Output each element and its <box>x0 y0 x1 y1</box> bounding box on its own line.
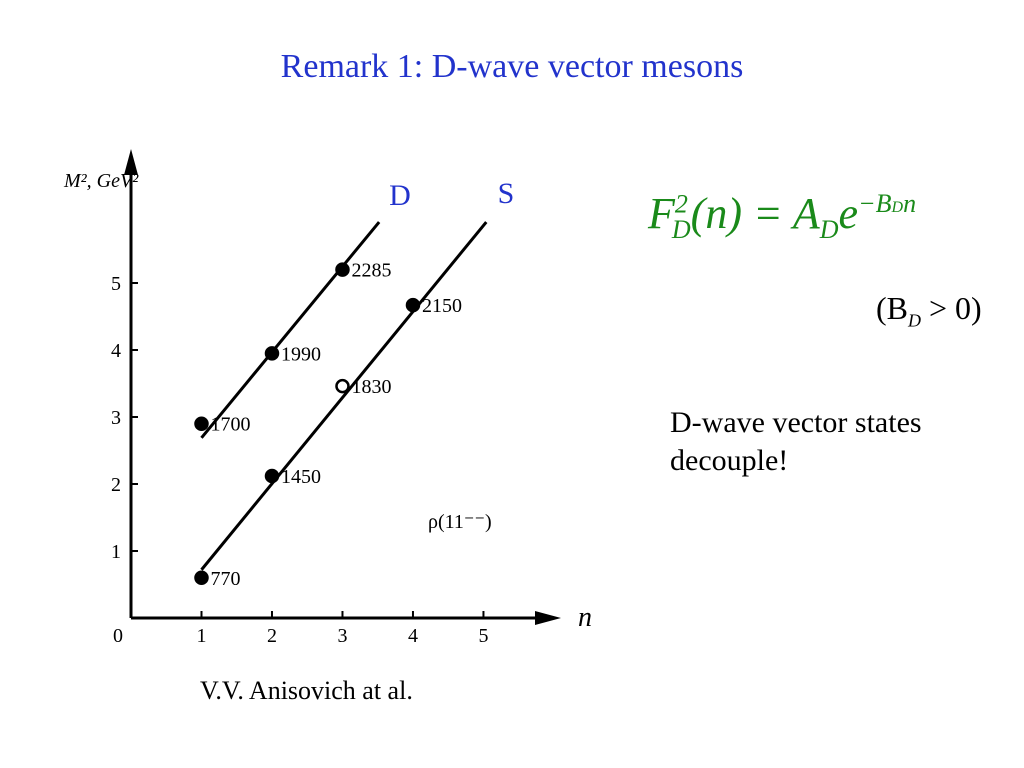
slide-title: Remark 1: D-wave vector mesons <box>280 48 744 85</box>
condition-part: D <box>908 310 921 331</box>
fit-line <box>200 221 488 571</box>
formula-part: −B <box>858 189 892 219</box>
x-axis-arrow <box>535 611 561 625</box>
x-tick-label: 3 <box>337 625 347 647</box>
formula: F2D(n) = ADe−BDn <box>648 188 916 245</box>
credit: V.V. Anisovich at al. <box>200 676 413 705</box>
y-tick-label: 4 <box>111 340 121 362</box>
formula-part: D <box>819 214 839 244</box>
condition-part: > 0) <box>921 290 982 326</box>
point <box>264 468 280 484</box>
formula-part: e <box>838 189 859 238</box>
annotation: ρ(11⁻⁻) <box>428 511 492 533</box>
series-label: D <box>389 179 411 212</box>
mass-label: 2150 <box>422 295 462 317</box>
condition: (BD > 0) <box>876 290 982 331</box>
point <box>405 297 421 313</box>
condition-part: (B <box>876 290 908 326</box>
x-tick-label: 0 <box>113 625 123 647</box>
mass-label: 2285 <box>351 260 391 282</box>
mass-label: 1830 <box>351 376 391 398</box>
note-line: decouple! <box>670 444 789 477</box>
point <box>264 346 280 361</box>
mass-label: 1450 <box>281 466 321 488</box>
fit-line <box>200 221 381 439</box>
formula-part: D <box>671 214 691 244</box>
y-axis-arrow <box>124 149 138 175</box>
y-tick-label: 5 <box>111 273 121 295</box>
formula-part: (n) = A <box>690 189 820 238</box>
note-line: D-wave vector states <box>670 406 922 439</box>
mass-label: 770 <box>210 568 240 590</box>
x-tick-label: 4 <box>408 625 418 647</box>
formula-part: n <box>903 189 917 219</box>
point <box>194 416 209 431</box>
formula-part: F <box>648 189 675 238</box>
y-tick-label: 3 <box>111 407 121 429</box>
y-tick-label: 1 <box>111 541 121 563</box>
x-tick-label: 1 <box>196 625 206 647</box>
formula-part: 2 <box>674 189 688 219</box>
y-axis-label: M², GeV² <box>63 170 139 192</box>
mass-label: 1990 <box>281 343 321 365</box>
point <box>194 570 209 586</box>
formula-part: D <box>891 199 904 217</box>
mass-label: 1700 <box>210 414 250 436</box>
series-label: S <box>498 177 515 210</box>
point <box>335 262 350 277</box>
x-tick-label: 2 <box>267 625 277 647</box>
point <box>335 378 350 394</box>
note: D-wave vector states decouple! <box>670 404 922 480</box>
x-axis-label: n <box>578 602 592 633</box>
x-tick-label: 5 <box>478 625 488 647</box>
y-tick-label: 2 <box>111 474 121 496</box>
